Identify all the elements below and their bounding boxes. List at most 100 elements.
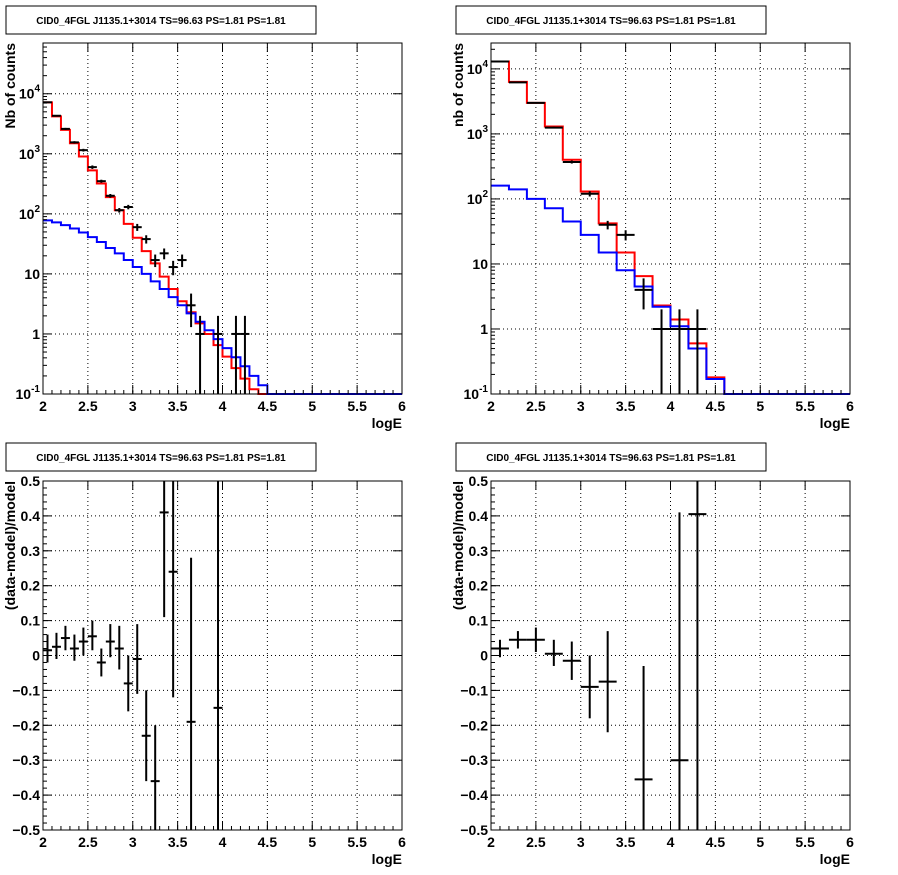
data-point [141, 235, 151, 244]
data-point [150, 725, 160, 830]
y-tick-label: 0.4 [469, 508, 489, 524]
model-source-step [491, 184, 850, 395]
data-point [580, 191, 599, 197]
y-tick-label: −0.5 [460, 822, 488, 838]
x-tick-label: 4 [219, 834, 227, 850]
x-tick-label: 4 [667, 398, 675, 414]
x-tick-label: 5 [756, 398, 764, 414]
chart-title: CID0_4FGL J1135.1+3014 TS=96.63 PS=1.81 … [486, 453, 736, 464]
data-point [168, 481, 178, 698]
data-point [213, 481, 223, 830]
data-point [159, 481, 169, 618]
y-tick-label: 103 [19, 144, 41, 162]
data-point [652, 309, 671, 394]
y-tick-label: 104 [19, 84, 41, 102]
data-point [96, 648, 106, 677]
x-tick-label: 5 [308, 834, 316, 850]
x-tick-label: 2.5 [526, 398, 546, 414]
data-point [87, 165, 97, 169]
x-axis-label: logE [820, 415, 850, 431]
y-tick-label: 0.3 [469, 543, 489, 559]
data-point [123, 655, 133, 712]
x-tick-label: 3 [577, 398, 585, 414]
chart-title: CID0_4FGL J1135.1+3014 TS=96.63 PS=1.81 … [486, 16, 736, 27]
x-tick-label: 2 [39, 834, 47, 850]
data-point [580, 655, 599, 719]
data-point [159, 248, 169, 260]
x-tick-label: 6 [846, 834, 854, 850]
x-tick-label: 4 [667, 834, 675, 850]
x-tick-label: 3 [129, 398, 137, 414]
y-tick-label: 10-1 [16, 384, 41, 402]
y-tick-label: 1 [32, 326, 40, 342]
chart-panel-2: CID0_4FGL J1135.1+3014 TS=96.63 PS=1.81 … [450, 5, 854, 431]
data-point [598, 631, 617, 733]
y-tick-label: 102 [467, 189, 489, 207]
y-tick-label: −0.2 [460, 717, 488, 733]
data-point [78, 148, 88, 152]
data-point [43, 634, 52, 663]
y-tick-label: 1 [480, 321, 488, 337]
model-total-step [43, 101, 402, 395]
title-box [455, 442, 767, 472]
data-point [168, 260, 178, 276]
data-point [544, 639, 563, 666]
y-tick-label: 103 [467, 124, 489, 142]
data-point [634, 278, 653, 310]
x-tick-label: 3 [577, 834, 585, 850]
x-tick-label: 4 [219, 398, 227, 414]
data-point [616, 230, 635, 241]
x-tick-label: 2.5 [526, 834, 546, 850]
x-tick-label: 3 [129, 834, 137, 850]
data-point [634, 665, 653, 830]
x-tick-label: 5.5 [347, 398, 367, 414]
x-tick-label: 2 [487, 398, 495, 414]
y-axis-label: (data-model)/model [450, 481, 466, 610]
y-tick-label: 0.2 [21, 578, 41, 594]
data-point [150, 254, 160, 268]
x-tick-label: 3.5 [168, 398, 188, 414]
title-box [5, 442, 317, 472]
y-tick-label: 10 [472, 256, 488, 272]
data-point [670, 309, 689, 394]
y-tick-label: −0.4 [460, 787, 488, 803]
x-axis-label: logE [820, 851, 850, 867]
x-tick-label: 4.5 [258, 834, 278, 850]
y-axis-label: (data-model)/model [2, 481, 18, 610]
chart-panel-3: CID0_4FGL J1135.1+3014 TS=96.63 PS=1.81 … [2, 442, 406, 867]
data-point [69, 141, 79, 144]
x-axis-label: logE [372, 415, 402, 431]
data-point [186, 557, 196, 830]
data-point [114, 625, 124, 670]
data-point [213, 315, 223, 394]
data-point [51, 632, 61, 659]
data-point [598, 220, 617, 230]
y-tick-label: 0 [32, 648, 40, 664]
data-point [670, 512, 689, 830]
x-tick-label: 2.5 [78, 398, 98, 414]
data-point [526, 627, 545, 653]
data-point [96, 179, 106, 183]
x-tick-label: 2.5 [78, 834, 98, 850]
x-tick-label: 2 [39, 398, 47, 414]
data-point [60, 127, 70, 130]
data-point [231, 315, 241, 394]
y-tick-label: 102 [19, 204, 41, 222]
data-point [132, 624, 142, 694]
x-axis-label: logE [372, 851, 402, 867]
y-tick-label: 10-1 [464, 384, 489, 402]
data-point [508, 81, 527, 84]
data-point [240, 315, 250, 394]
data-point [105, 624, 115, 658]
y-tick-label: −0.1 [12, 682, 40, 698]
data-point [688, 309, 707, 394]
x-tick-label: 5 [756, 834, 764, 850]
y-tick-label: 10 [24, 266, 40, 282]
title-box [455, 5, 767, 35]
y-axis-label: Nb of counts [2, 43, 18, 129]
data-point [69, 634, 79, 661]
data-point [141, 690, 151, 782]
chart-panel-4: CID0_4FGL J1135.1+3014 TS=96.63 PS=1.81 … [450, 442, 854, 867]
data-point [562, 160, 581, 164]
